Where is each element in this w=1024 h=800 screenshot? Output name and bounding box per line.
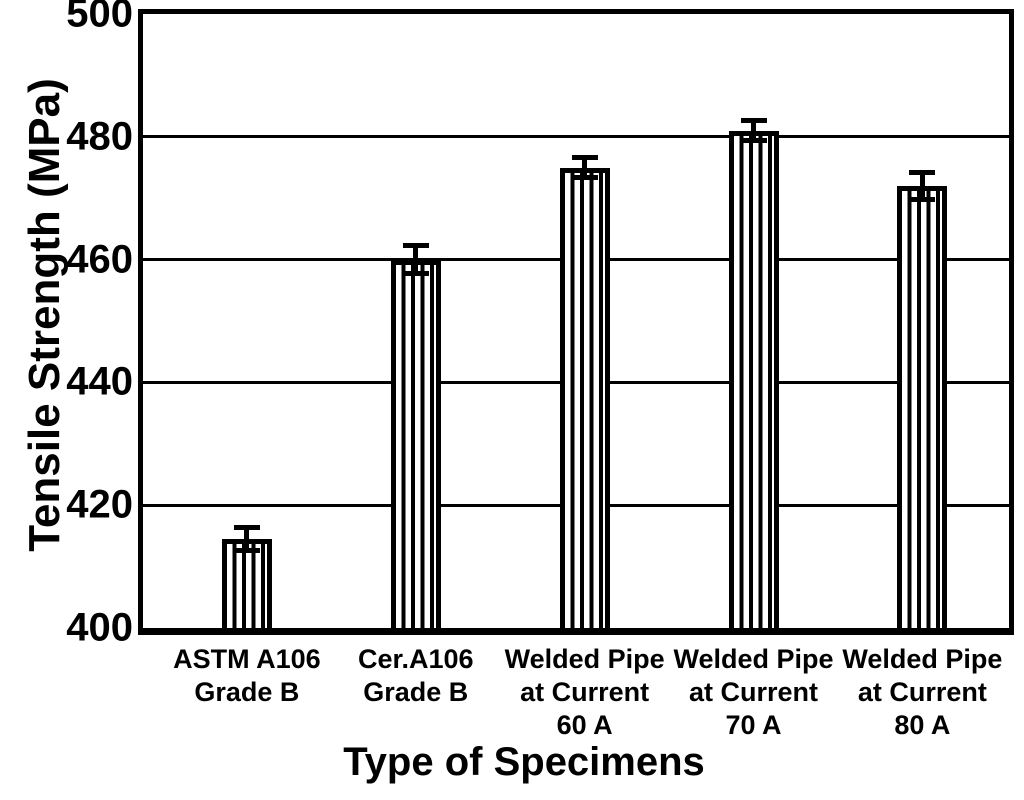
error-bar-cap-top-1 [233,525,260,531]
x-category-label-4: Welded Pipe at Current 70 A [673,644,834,740]
bar-4 [728,130,779,628]
error-bar-line-3 [582,157,588,178]
bar-2 [390,259,441,628]
error-bar-line-1 [244,527,250,550]
error-bar-line-5 [919,172,925,200]
x-category-label-3: Welded Pipe at Current 60 A [504,644,665,740]
error-bar-cap-bottom-3 [571,174,598,180]
error-bar-cap-bottom-1 [233,547,260,553]
y-tick-label-500: 500 [66,0,133,36]
x-category-label-1: ASTM A106 Grade B [173,644,321,707]
x-category-label-5: Welded Pipe at Current 80 A [842,644,1003,740]
gridline-y-480 [143,135,1009,139]
bar-3 [559,167,610,628]
y-tick-label-480: 480 [66,114,133,159]
error-bar-cap-bottom-2 [402,271,429,277]
y-tick-label-420: 420 [66,482,133,527]
error-bar-line-2 [413,245,419,274]
error-bar-line-4 [751,120,757,141]
plot-area [138,9,1014,635]
bar-5 [897,185,948,628]
error-bar-cap-top-3 [571,155,598,161]
x-category-label-2: Cer.A106 Grade B [357,644,474,707]
error-bar-cap-top-4 [740,118,767,124]
y-tick-label-440: 440 [66,359,133,404]
y-tick-label-460: 460 [66,237,133,282]
error-bar-cap-bottom-4 [740,137,767,143]
error-bar-cap-bottom-5 [909,196,936,202]
error-bar-cap-top-2 [402,242,429,248]
y-tick-label-400: 400 [66,605,133,650]
error-bar-cap-top-5 [909,169,936,175]
x-axis-title: Type of Specimens [343,740,705,784]
